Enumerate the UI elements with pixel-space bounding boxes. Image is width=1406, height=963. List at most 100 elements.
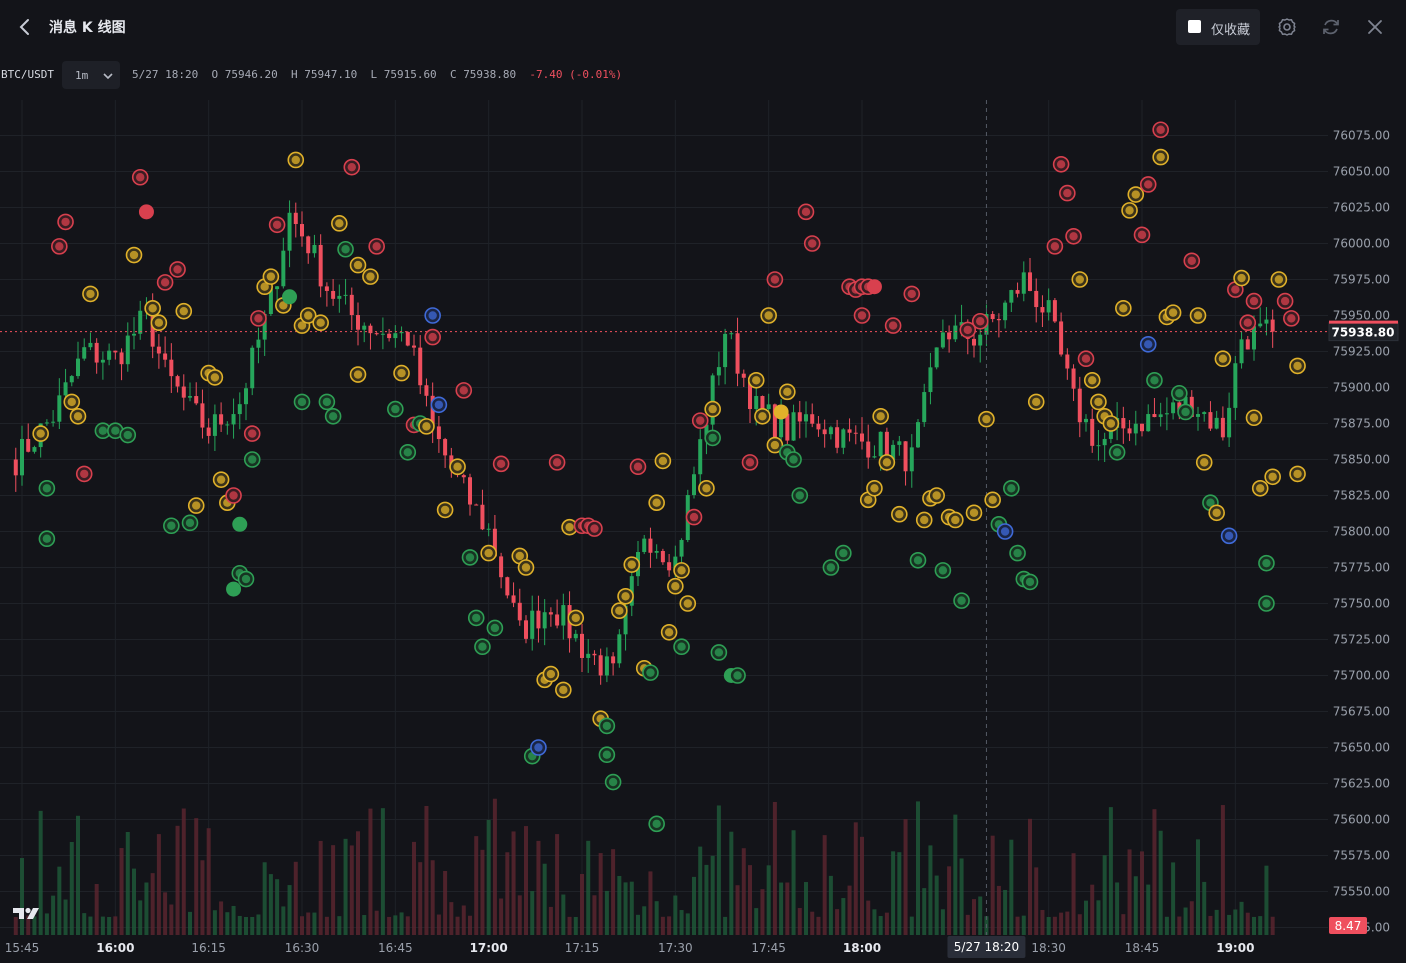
- news-marker-avatar-icon: [322, 397, 332, 407]
- candle-body: [163, 353, 168, 360]
- favorites-checkbox[interactable]: [1188, 20, 1201, 33]
- volume-bar: [1270, 916, 1275, 935]
- news-marker[interactable]: [773, 404, 789, 420]
- candle-body: [1140, 423, 1144, 432]
- news-marker-avatar-icon: [297, 397, 307, 407]
- volume-bar: [797, 908, 802, 935]
- volume-bar: [275, 879, 280, 935]
- candle-body: [741, 373, 746, 378]
- news-marker-avatar-icon: [608, 777, 618, 787]
- candle-body: [69, 376, 74, 383]
- chevron-left-icon[interactable]: [14, 15, 36, 39]
- candle-body: [604, 656, 609, 676]
- news-marker-avatar-icon: [260, 282, 269, 291]
- candle-body: [648, 538, 653, 553]
- volume-bar: [785, 882, 790, 935]
- ohlc-readout: 5/27 18:20 O 75946.20 H 75947.10 L 75915…: [132, 68, 622, 81]
- candle-body: [393, 333, 398, 339]
- news-marker-avatar-icon: [1069, 232, 1078, 241]
- candle-body: [1015, 290, 1020, 294]
- candle-body: [598, 655, 603, 676]
- candle-body: [667, 562, 672, 571]
- news-marker-avatar-icon: [428, 311, 437, 320]
- volume-bar: [244, 916, 248, 935]
- volume-bar: [337, 916, 342, 935]
- volume-bar: [480, 849, 485, 935]
- candle-body: [617, 634, 622, 664]
- volume-bar: [1034, 867, 1039, 935]
- candle-body: [972, 338, 976, 346]
- volume-bar: [1096, 900, 1101, 935]
- candle-body: [474, 504, 479, 506]
- news-marker[interactable]: [866, 279, 882, 295]
- candle-body: [181, 386, 186, 398]
- candle-body: [1059, 321, 1064, 355]
- candle-body: [698, 439, 703, 475]
- refresh-icon[interactable]: [1319, 15, 1343, 39]
- open-value: 75946.20: [224, 68, 278, 81]
- candle-body: [822, 429, 827, 435]
- candle-body: [418, 347, 423, 386]
- volume-bar: [399, 912, 404, 935]
- news-marker-avatar-icon: [111, 426, 120, 435]
- candle-body: [480, 504, 485, 530]
- candle-body: [275, 286, 280, 290]
- news-marker-avatar-icon: [160, 278, 170, 287]
- candle-body: [978, 334, 983, 346]
- favorites-only-toggle[interactable]: 仅收藏: [1176, 9, 1260, 45]
- news-marker-avatar-icon: [154, 318, 164, 327]
- volume-bar: [125, 831, 130, 935]
- candle-body: [343, 294, 348, 296]
- favorites-only-label: 仅收藏: [1211, 23, 1251, 38]
- interval-select[interactable]: 1m: [62, 61, 120, 89]
- volume-bar: [1052, 916, 1057, 935]
- news-marker-avatar-icon: [347, 162, 356, 172]
- candle-body: [785, 413, 790, 441]
- news-marker-avatar-icon: [708, 404, 717, 414]
- volume-bar: [405, 916, 410, 935]
- candle-body: [561, 605, 566, 626]
- volume-bar: [281, 906, 286, 935]
- volume-bar: [412, 841, 416, 935]
- candle-body: [262, 313, 267, 340]
- volume-bar: [486, 819, 491, 935]
- volume-bar: [32, 916, 37, 935]
- candle-body: [306, 236, 311, 254]
- gear-icon[interactable]: [1275, 15, 1299, 39]
- candle-body: [592, 653, 597, 656]
- news-marker-avatar-icon: [1274, 275, 1284, 284]
- candle-body: [225, 424, 230, 426]
- volume-bar: [772, 801, 777, 935]
- news-marker-avatar-icon: [1268, 472, 1277, 481]
- volume-bar: [225, 912, 230, 935]
- x-tick-label: 16:30: [285, 941, 320, 955]
- volume-bar: [636, 914, 640, 935]
- news-marker-avatar-icon: [241, 574, 251, 584]
- news-marker-avatar-icon: [1063, 188, 1072, 198]
- news-marker-avatar-icon: [1094, 397, 1103, 407]
- volume-bar: [779, 882, 784, 935]
- news-marker-avatar-icon: [61, 217, 70, 227]
- volume-bar: [1121, 914, 1126, 935]
- candle-body: [1208, 412, 1213, 429]
- news-marker-avatar-icon: [1200, 458, 1209, 467]
- candle-body: [1270, 319, 1275, 332]
- top-bar: 消息 K 线图 仅收藏: [0, 0, 1406, 54]
- news-marker[interactable]: [226, 581, 242, 597]
- x-tick-label: 18:00: [843, 941, 881, 955]
- candle-body: [779, 413, 784, 438]
- volume-bar: [1028, 818, 1032, 935]
- candle-body: [1127, 428, 1132, 434]
- news-marker[interactable]: [282, 289, 298, 305]
- news-marker-avatar-icon: [758, 412, 767, 421]
- volume-bar: [804, 882, 808, 935]
- close-icon[interactable]: [1363, 15, 1387, 39]
- candle-body: [468, 477, 472, 505]
- volume-label: 8.47: [1335, 919, 1362, 933]
- volume-bar: [1059, 912, 1064, 935]
- symbol-info-bar: BTC/USDT 1m 5/27 18:20 O 75946.20 H 7594…: [0, 60, 1406, 90]
- news-marker[interactable]: [138, 204, 154, 220]
- news-marker[interactable]: [232, 516, 248, 532]
- news-marker-avatar-icon: [621, 592, 630, 601]
